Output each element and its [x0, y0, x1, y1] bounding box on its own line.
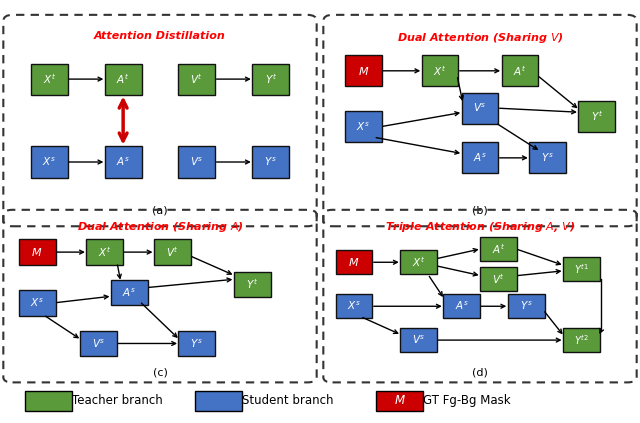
- Text: Dual Attention (Sharing $V$): Dual Attention (Sharing $V$): [397, 31, 563, 45]
- Text: (c): (c): [152, 367, 168, 377]
- FancyBboxPatch shape: [443, 294, 480, 318]
- FancyBboxPatch shape: [563, 328, 600, 352]
- FancyBboxPatch shape: [31, 146, 68, 178]
- FancyBboxPatch shape: [461, 93, 499, 124]
- Text: $A^t$: $A^t$: [513, 64, 527, 78]
- FancyBboxPatch shape: [508, 294, 545, 318]
- FancyBboxPatch shape: [19, 239, 56, 265]
- FancyBboxPatch shape: [563, 257, 600, 281]
- Text: Student branch: Student branch: [242, 394, 333, 407]
- Text: $V^s$: $V^s$: [412, 334, 426, 346]
- FancyBboxPatch shape: [252, 63, 289, 95]
- FancyBboxPatch shape: [195, 391, 242, 411]
- Text: $X^t$: $X^t$: [43, 72, 56, 86]
- FancyBboxPatch shape: [105, 146, 141, 178]
- Text: $M$: $M$: [394, 394, 406, 407]
- Text: $M$: $M$: [31, 246, 43, 258]
- Text: Dual Attention (Sharing $A$): Dual Attention (Sharing $A$): [77, 220, 243, 234]
- Text: $V^s$: $V^s$: [473, 102, 487, 114]
- FancyBboxPatch shape: [400, 328, 437, 352]
- Text: $A^s$: $A^s$: [122, 286, 136, 299]
- FancyBboxPatch shape: [234, 272, 271, 297]
- Text: Teacher branch: Teacher branch: [72, 394, 163, 407]
- FancyBboxPatch shape: [480, 237, 517, 261]
- Text: $X^t$: $X^t$: [412, 255, 425, 269]
- Text: (b): (b): [472, 206, 488, 216]
- FancyBboxPatch shape: [179, 146, 215, 178]
- Text: $V^s$: $V^s$: [92, 337, 106, 350]
- FancyBboxPatch shape: [502, 55, 538, 86]
- FancyBboxPatch shape: [25, 391, 72, 411]
- Text: (d): (d): [472, 367, 488, 377]
- FancyBboxPatch shape: [335, 250, 372, 274]
- FancyBboxPatch shape: [179, 63, 215, 95]
- FancyBboxPatch shape: [31, 63, 68, 95]
- Text: $Y^s$: $Y^s$: [191, 337, 204, 350]
- Text: $A^s$: $A^s$: [473, 152, 487, 164]
- Text: $V^t$: $V^t$: [492, 272, 505, 286]
- Text: $X^s$: $X^s$: [356, 121, 371, 133]
- Text: $X^t$: $X^t$: [98, 245, 111, 259]
- Text: Attention Distillation: Attention Distillation: [94, 31, 226, 41]
- Text: $A^s$: $A^s$: [454, 300, 468, 313]
- FancyBboxPatch shape: [529, 142, 566, 173]
- FancyBboxPatch shape: [335, 294, 372, 318]
- Text: $Y^s$: $Y^s$: [541, 152, 554, 164]
- FancyBboxPatch shape: [154, 239, 191, 265]
- FancyBboxPatch shape: [105, 63, 141, 95]
- Text: $A^s$: $A^s$: [116, 156, 130, 168]
- Text: $Y^s$: $Y^s$: [520, 300, 532, 313]
- FancyBboxPatch shape: [400, 250, 437, 274]
- FancyBboxPatch shape: [86, 239, 123, 265]
- Text: $X^s$: $X^s$: [30, 297, 44, 309]
- Text: $X^s$: $X^s$: [347, 300, 361, 313]
- FancyBboxPatch shape: [19, 290, 56, 316]
- FancyBboxPatch shape: [345, 55, 381, 86]
- Text: $X^s$: $X^s$: [42, 156, 56, 168]
- Text: $Y^t$: $Y^t$: [591, 110, 603, 124]
- Text: $A^t$: $A^t$: [116, 72, 130, 86]
- FancyBboxPatch shape: [480, 267, 517, 291]
- Text: $Y^t$: $Y^t$: [264, 72, 276, 86]
- Text: $Y^t$: $Y^t$: [246, 277, 259, 291]
- FancyBboxPatch shape: [111, 280, 148, 305]
- FancyBboxPatch shape: [179, 331, 215, 356]
- Text: $V^s$: $V^s$: [190, 156, 204, 168]
- FancyBboxPatch shape: [461, 142, 499, 173]
- Text: $X^t$: $X^t$: [433, 64, 447, 78]
- FancyBboxPatch shape: [345, 111, 381, 142]
- Text: $V^t$: $V^t$: [166, 245, 179, 259]
- FancyBboxPatch shape: [252, 146, 289, 178]
- FancyBboxPatch shape: [422, 55, 458, 86]
- Text: (a): (a): [152, 206, 168, 216]
- Text: $Y^{t2}$: $Y^{t2}$: [574, 333, 589, 347]
- Text: $Y^{t1}$: $Y^{t1}$: [574, 262, 589, 276]
- Text: Triple Attention (Sharing $A$, $V$): Triple Attention (Sharing $A$, $V$): [385, 220, 575, 234]
- Text: $M$: $M$: [358, 65, 369, 77]
- FancyBboxPatch shape: [376, 391, 424, 411]
- Text: $M$: $M$: [348, 256, 360, 268]
- Text: $Y^s$: $Y^s$: [264, 156, 277, 168]
- Text: $A^t$: $A^t$: [492, 242, 505, 255]
- Text: GT Fg-Bg Mask: GT Fg-Bg Mask: [424, 394, 511, 407]
- FancyBboxPatch shape: [80, 331, 117, 356]
- Text: $V^t$: $V^t$: [190, 72, 204, 86]
- FancyBboxPatch shape: [579, 101, 615, 132]
